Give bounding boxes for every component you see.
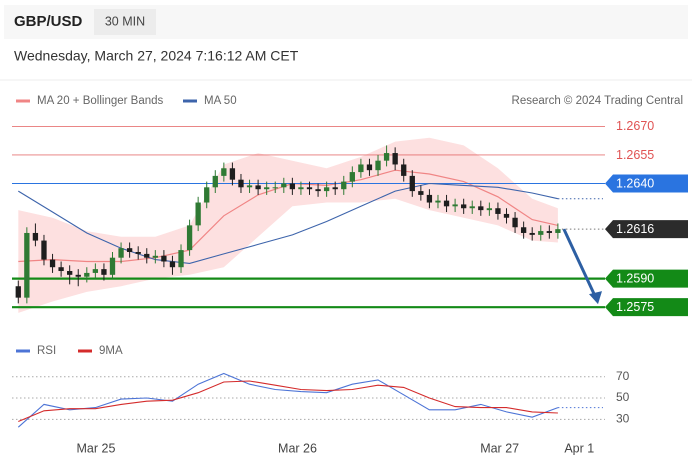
rsi-line	[18, 380, 558, 423]
x-tick-label: Mar 27	[480, 441, 519, 455]
bollinger-area	[18, 137, 558, 313]
candle-body	[212, 175, 218, 188]
candle-body	[478, 206, 484, 211]
candle-body	[67, 271, 73, 275]
candle-body	[178, 250, 184, 268]
candle-body	[101, 269, 107, 275]
candle-body	[461, 204, 467, 209]
candle-body	[289, 183, 296, 190]
candle-body	[272, 187, 278, 189]
candle-body	[392, 153, 398, 165]
candle-body	[255, 185, 261, 190]
candle-body	[32, 232, 39, 241]
y-tick-label: 50	[616, 390, 630, 404]
candle-body	[186, 225, 193, 251]
candle-body	[204, 187, 210, 203]
candle-body	[169, 261, 176, 268]
forecast-arrow	[562, 228, 598, 299]
candle-body	[246, 185, 253, 188]
level-label: 1.2590	[616, 271, 654, 285]
candle-body	[15, 286, 21, 298]
candle-body	[469, 206, 475, 209]
candle-body	[358, 164, 364, 173]
level-tag	[605, 269, 688, 288]
candle-body	[418, 191, 424, 195]
legend-label: 9MA	[99, 345, 123, 357]
candle-body	[306, 187, 313, 190]
ma50-line	[18, 182, 559, 264]
candle-body	[264, 187, 270, 190]
candle-body	[426, 194, 433, 203]
candle-body	[401, 164, 407, 176]
y-tick-label: 70	[616, 369, 630, 383]
candle-body	[443, 200, 450, 207]
candle-body	[135, 251, 141, 254]
candle-body	[24, 232, 30, 298]
candle-body	[323, 187, 330, 192]
candle-body	[409, 175, 415, 192]
legend-label: MA 50	[204, 95, 237, 107]
candle-body	[41, 240, 47, 260]
candle-body	[126, 248, 133, 252]
candle-body	[495, 208, 501, 214]
candle-body	[195, 202, 201, 226]
interval: 30 MIN	[105, 14, 145, 28]
candle-body	[349, 172, 355, 182]
candle-body	[58, 267, 64, 272]
interval-badge	[94, 9, 156, 35]
credit: Research © 2024 Trading Central	[512, 95, 683, 107]
candle-body	[144, 253, 150, 258]
legend-label: MA 20 + Bollinger Bands	[37, 95, 164, 107]
candle-body	[109, 257, 116, 275]
datetime: Wednesday, March 27, 2024 7:16:12 AM CET	[14, 48, 299, 64]
candle-body	[520, 227, 527, 233]
level-label: 1.2616	[616, 222, 654, 236]
candle-body	[161, 255, 167, 262]
level-tag	[605, 174, 688, 193]
x-tick-label: Mar 25	[77, 441, 116, 455]
candle-body	[152, 255, 158, 258]
x-tick-label: Mar 26	[278, 441, 317, 455]
candle-body	[435, 200, 441, 203]
candle-body	[555, 229, 561, 233]
forecast-arrowhead	[589, 291, 602, 305]
x-tick-label: Apr 1	[564, 441, 594, 455]
level-label: 1.2575	[616, 300, 654, 314]
candle-body	[221, 168, 227, 176]
candle-body	[332, 187, 338, 190]
y-tick-label: 30	[616, 412, 630, 426]
candle-body	[538, 231, 544, 235]
candle-body	[118, 248, 124, 258]
level-label: 1.2670	[616, 119, 654, 133]
candle-body	[229, 168, 236, 180]
candle-body	[383, 153, 390, 161]
candle-body	[84, 272, 90, 277]
candle-body	[503, 213, 510, 218]
candle-body	[546, 231, 552, 233]
candle-body	[341, 181, 347, 190]
level-label: 1.2655	[616, 148, 654, 162]
candle-body	[75, 274, 81, 277]
candle-body	[92, 269, 99, 273]
candle-body	[315, 189, 321, 192]
candle-body	[512, 217, 518, 228]
candle-body	[238, 179, 244, 188]
candle-body	[529, 232, 535, 235]
level-tag	[605, 220, 688, 239]
legend-label: RSI	[37, 345, 56, 357]
candle-body	[298, 187, 304, 190]
candle-body	[375, 160, 381, 171]
level-label: 1.2640	[616, 176, 654, 190]
candle-body	[486, 208, 493, 211]
candle-body	[49, 259, 56, 268]
candle-body	[452, 204, 458, 207]
symbol: GBP/USD	[14, 13, 83, 30]
candle-body	[281, 183, 287, 188]
level-tag	[605, 298, 688, 317]
candle-body	[366, 164, 373, 171]
